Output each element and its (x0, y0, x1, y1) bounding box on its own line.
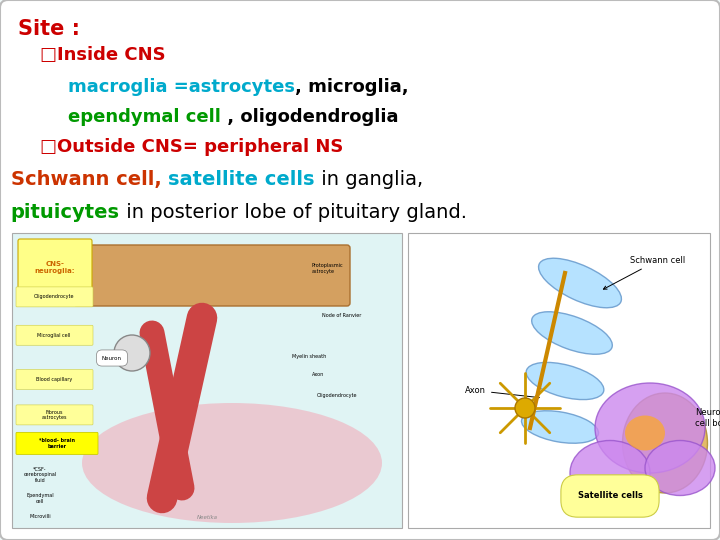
Text: Ependymal
cell: Ependymal cell (26, 493, 54, 504)
Text: CNS-
neuroglia:: CNS- neuroglia: (35, 260, 76, 273)
Ellipse shape (623, 393, 708, 493)
FancyBboxPatch shape (16, 369, 93, 389)
Ellipse shape (531, 312, 612, 354)
Text: Neuron
cell body: Neuron cell body (695, 408, 720, 428)
Text: Satellite cells: Satellite cells (577, 491, 642, 501)
FancyBboxPatch shape (74, 245, 350, 306)
Text: , microglia,: , microglia, (295, 78, 409, 96)
Text: Oligodendrocyte: Oligodendrocyte (317, 393, 358, 398)
Text: Axon: Axon (465, 386, 539, 399)
FancyBboxPatch shape (16, 433, 98, 454)
FancyBboxPatch shape (16, 287, 93, 307)
Text: satellite cells: satellite cells (168, 170, 315, 189)
Ellipse shape (625, 415, 665, 450)
Ellipse shape (595, 383, 705, 473)
Text: Protoplasmic
astrocyte: Protoplasmic astrocyte (312, 263, 343, 274)
Text: Site :: Site : (18, 19, 80, 39)
Text: Axon: Axon (312, 372, 324, 377)
Circle shape (515, 398, 535, 418)
Text: Schwann cell: Schwann cell (603, 256, 685, 289)
Text: Neuron: Neuron (102, 355, 122, 361)
Text: Schwann cell,: Schwann cell, (11, 170, 168, 189)
Text: *blood- brain
barrier: *blood- brain barrier (39, 438, 75, 449)
Text: □Inside CNS: □Inside CNS (40, 46, 165, 64)
Ellipse shape (539, 258, 621, 308)
Text: ependymal cell: ependymal cell (68, 108, 221, 126)
Bar (12, 233, 402, 528)
Text: Oligodendrocyte: Oligodendrocyte (34, 294, 74, 299)
Text: Myelin sheath: Myelin sheath (292, 354, 326, 360)
Text: Fibrous
astrocytes: Fibrous astrocytes (41, 409, 67, 420)
FancyBboxPatch shape (16, 405, 93, 425)
Ellipse shape (526, 362, 604, 400)
Ellipse shape (645, 441, 715, 496)
Circle shape (114, 335, 150, 371)
Text: in ganglia,: in ganglia, (315, 170, 423, 189)
Bar (408, 233, 710, 528)
Text: Node of Ranvier: Node of Ranvier (322, 313, 361, 318)
Text: □Outside CNS= peripheral NS: □Outside CNS= peripheral NS (40, 138, 343, 156)
Text: *CSF-
cerebrospinal
fluid: *CSF- cerebrospinal fluid (23, 467, 57, 483)
Text: , oligodendroglia: , oligodendroglia (221, 108, 399, 126)
Text: Neetika: Neetika (197, 515, 217, 520)
Ellipse shape (82, 403, 382, 523)
Ellipse shape (521, 411, 598, 443)
Text: Microglial cell: Microglial cell (37, 333, 71, 338)
FancyBboxPatch shape (18, 239, 92, 295)
Ellipse shape (570, 441, 650, 505)
Text: Blood capillary: Blood capillary (36, 377, 72, 382)
Text: macroglia =astrocytes: macroglia =astrocytes (68, 78, 295, 96)
FancyBboxPatch shape (16, 325, 93, 345)
Text: in posterior lobe of pituitary gland.: in posterior lobe of pituitary gland. (120, 202, 467, 221)
Text: pituicytes: pituicytes (11, 202, 120, 221)
Text: Microvilli: Microvilli (30, 514, 51, 519)
